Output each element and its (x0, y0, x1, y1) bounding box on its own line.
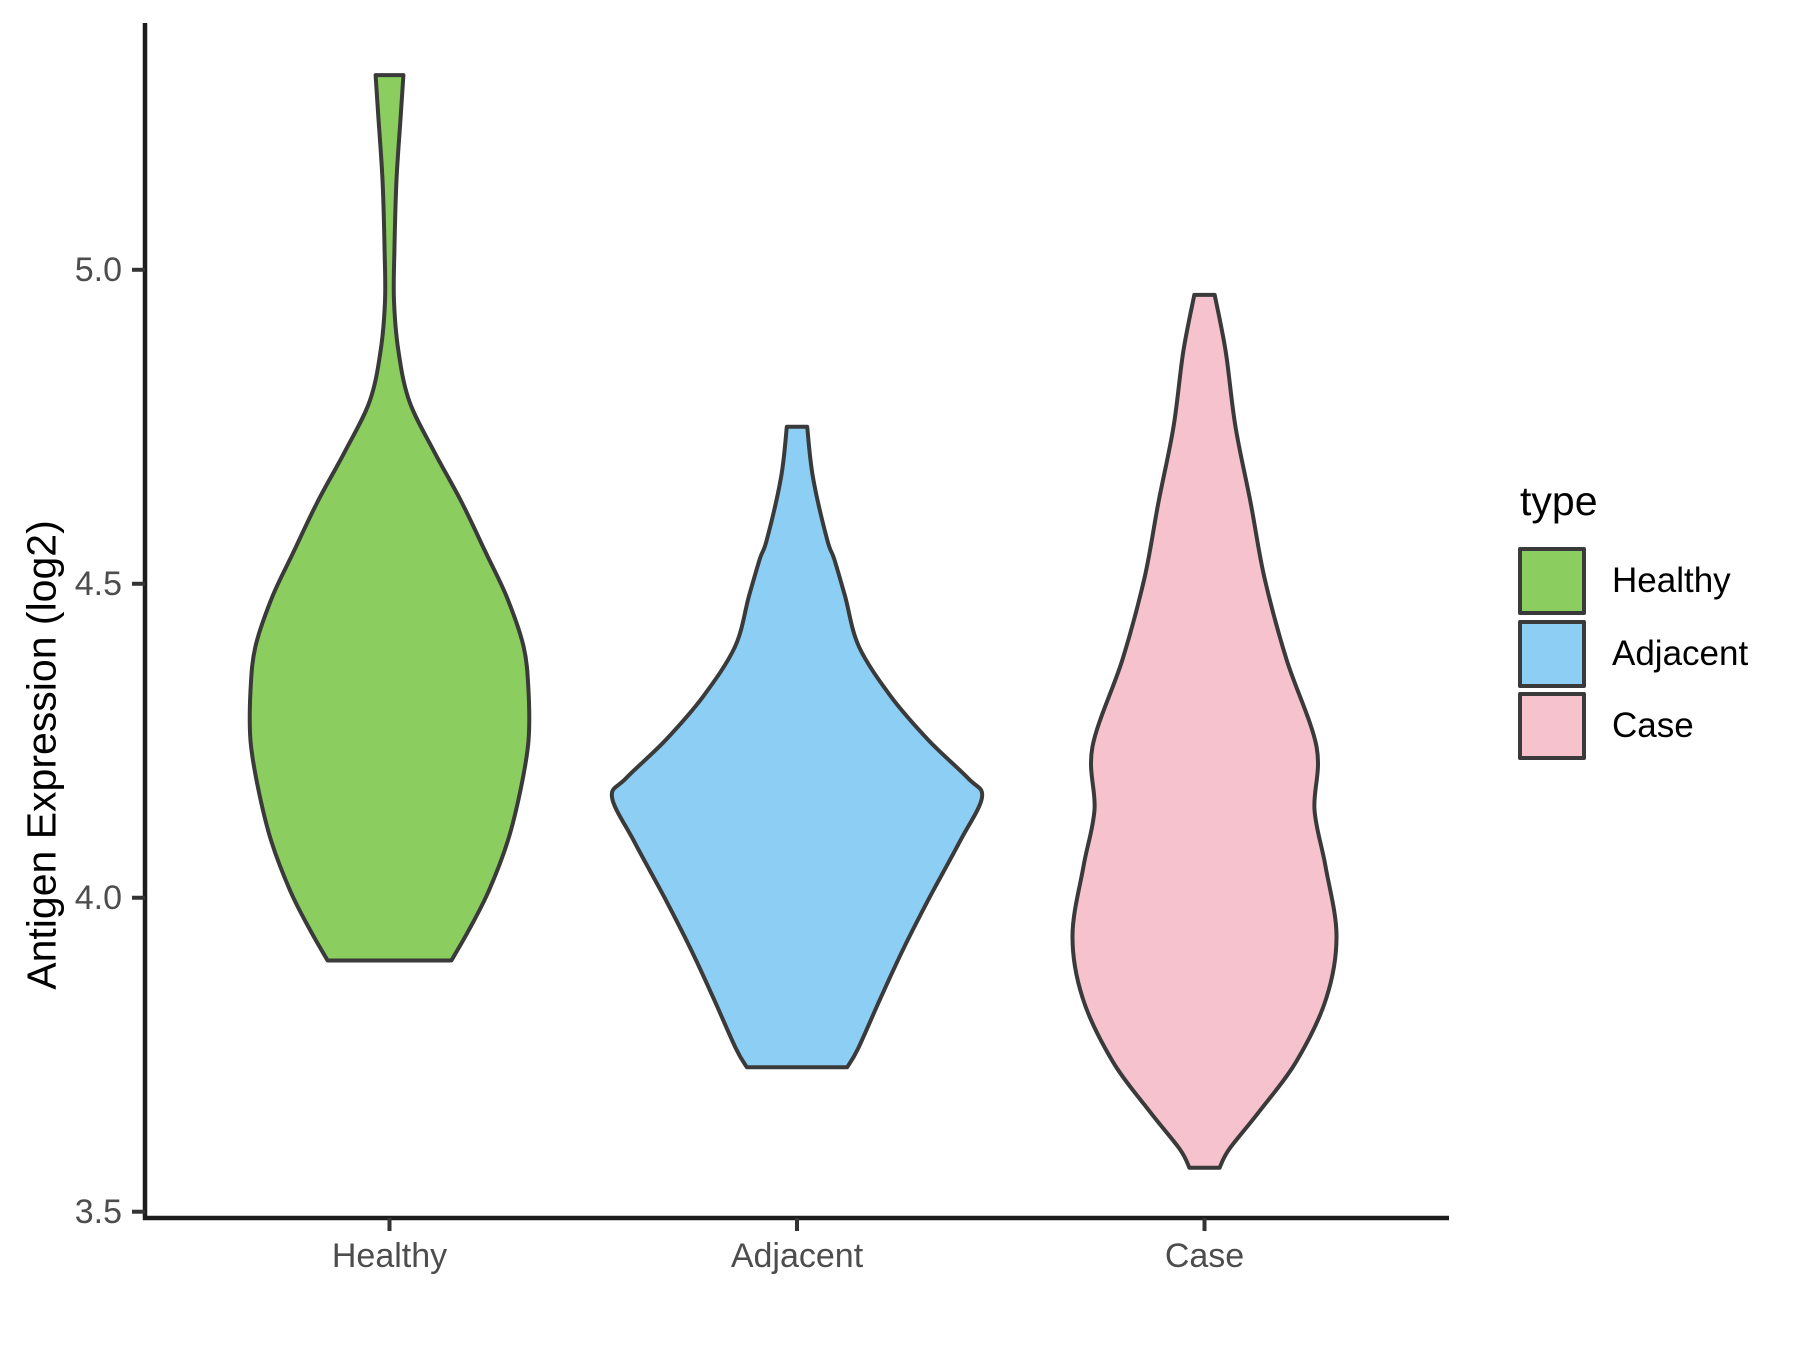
x-tick-label-adjacent: Adjacent (730, 1237, 864, 1275)
y-tick-label: 5.0 (74, 250, 122, 289)
legend-entry-adjacent: Adjacent (1518, 619, 1748, 688)
legend-entry-healthy: Healthy (1518, 547, 1731, 615)
x-tick-label-healthy: Healthy (331, 1237, 448, 1275)
legend-key-swatch (1518, 547, 1586, 615)
legend: type Healthy Adjacent Case (1518, 478, 1748, 765)
legend-label: Healthy (1612, 561, 1731, 600)
y-tick-label: 4.5 (74, 564, 122, 603)
violin-healthy (247, 73, 532, 963)
violin-adjacent (609, 424, 985, 1070)
legend-key-swatch (1518, 619, 1586, 688)
y-tick-label: 3.5 (74, 1192, 122, 1231)
legend-key-swatch (1518, 692, 1586, 760)
legend-entry-case: Case (1518, 692, 1694, 760)
legend-title: type (1520, 478, 1598, 524)
legend-label: Adjacent (1612, 633, 1749, 673)
y-tick-label: 4.0 (74, 878, 122, 917)
legend-label: Case (1612, 706, 1694, 745)
x-tick-label-case: Case (1164, 1237, 1245, 1275)
violin-case (1070, 292, 1339, 1170)
